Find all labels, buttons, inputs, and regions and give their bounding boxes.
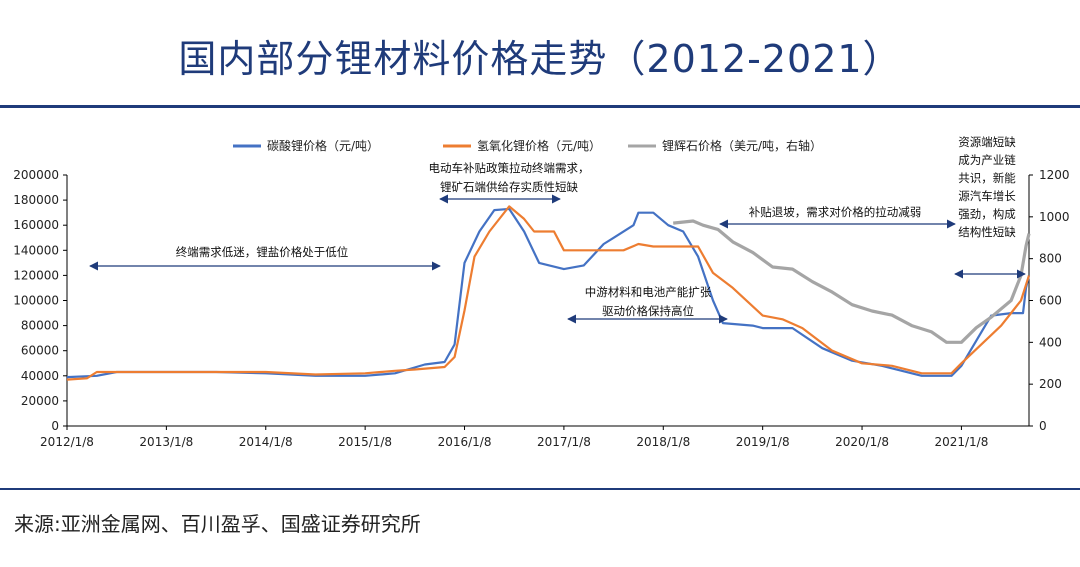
x-tick-label: 2020/1/8 (835, 435, 889, 449)
page-title: 国内部分锂材料价格走势（2012-2021） (178, 37, 902, 81)
annotation-text: 驱动价格保持高位 (602, 304, 694, 318)
right-tick-label: 1000 (1039, 210, 1070, 224)
x-tick-label: 2012/1/8 (40, 435, 94, 449)
x-tick-label: 2019/1/8 (736, 435, 790, 449)
left-tick-label: 100000 (13, 294, 59, 308)
left-tick-label: 60000 (21, 344, 59, 358)
annotation-text: 共识，新能 (958, 171, 1016, 185)
legend-label: 碳酸锂价格（元/吨） (267, 138, 379, 153)
x-tick-label: 2014/1/8 (239, 435, 293, 449)
annotation-text: 强劲，构成 (958, 207, 1016, 221)
annotation-text: 结构性短缺 (958, 225, 1016, 239)
annotation-text: 中游材料和电池产能扩张 (585, 285, 712, 299)
annotation-text: 补贴退坡，需求对价格的拉动减弱 (749, 205, 922, 219)
annotation-text: 资源端短缺 (958, 135, 1016, 149)
left-tick-label: 140000 (13, 243, 59, 257)
right-tick-label: 1200 (1039, 168, 1070, 182)
left-tick-label: 180000 (13, 193, 59, 207)
series-line-3 (673, 219, 1031, 344)
left-tick-label: 120000 (13, 268, 59, 282)
source-note: 来源:亚洲金属网、百川盈孚、国盛证券研究所 (14, 512, 421, 536)
right-tick-label: 800 (1039, 252, 1062, 266)
annotation-text: 成为产业链 (958, 153, 1016, 167)
left-tick-label: 0 (51, 419, 59, 433)
footer-divider (0, 488, 1080, 490)
left-tick-label: 20000 (21, 394, 59, 408)
right-tick-label: 0 (1039, 419, 1047, 433)
x-tick-label: 2021/1/8 (934, 435, 988, 449)
left-tick-label: 200000 (13, 168, 59, 182)
legend-label: 氢氧化锂价格（元/吨） (477, 138, 601, 153)
right-tick-label: 200 (1039, 377, 1062, 391)
x-tick-label: 2015/1/8 (338, 435, 392, 449)
x-tick-label: 2013/1/8 (139, 435, 193, 449)
annotation-text: 锂矿石端供给存实质性短缺 (440, 180, 578, 194)
x-tick-label: 2017/1/8 (537, 435, 591, 449)
series-line-2 (66, 205, 1031, 381)
annotation-text: 电动车补贴政策拉动终端需求， (429, 161, 590, 175)
x-tick-label: 2016/1/8 (438, 435, 492, 449)
left-tick-label: 160000 (13, 218, 59, 232)
right-tick-label: 600 (1039, 294, 1062, 308)
right-tick-label: 400 (1039, 335, 1062, 349)
legend-label: 锂辉石价格（美元/吨，右轴） (662, 138, 822, 153)
annotation-text: 源汽车增长 (958, 189, 1016, 203)
series-line-1 (66, 207, 1031, 379)
price-trend-chart: 0 20000 40000 60000 80000 100000 120000 140000 1… (13, 135, 1070, 449)
left-tick-label: 40000 (21, 369, 59, 383)
annotation-text: 终端需求低迷，锂盐价格处于低位 (176, 245, 349, 259)
left-tick-label: 80000 (21, 319, 59, 333)
title-divider (0, 105, 1080, 108)
x-tick-label: 2018/1/8 (636, 435, 690, 449)
